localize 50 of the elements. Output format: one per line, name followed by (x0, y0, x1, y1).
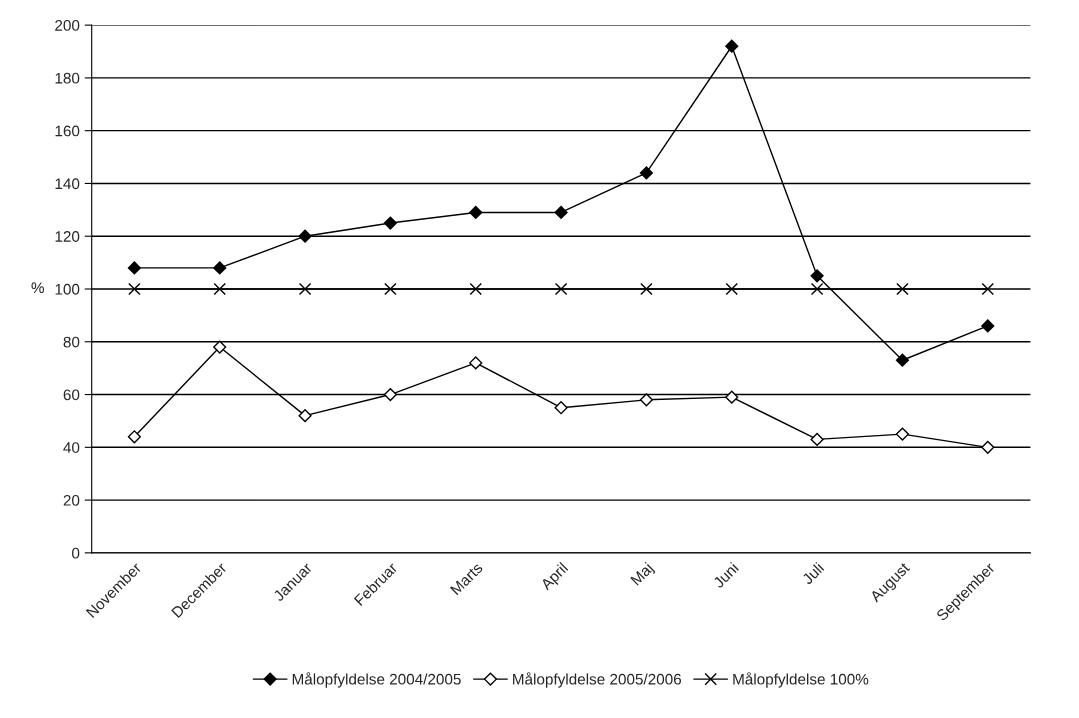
y-tick-label: 60 (63, 389, 80, 401)
y-tick-label: 200 (55, 20, 80, 31)
point (725, 39, 739, 53)
legend-label: Målopfyldelse 100% (733, 672, 869, 688)
point (981, 282, 995, 296)
point (810, 269, 824, 283)
point (298, 229, 312, 243)
point (213, 282, 226, 296)
y-tick-label: 180 (55, 72, 80, 84)
point (298, 409, 312, 423)
y-axis-title: % (31, 282, 44, 294)
point (896, 282, 909, 296)
point (127, 261, 141, 275)
point (725, 282, 739, 296)
point (469, 282, 482, 296)
point (554, 282, 568, 296)
legend-label: Målopfyldelse 2005/2006 (513, 672, 682, 688)
y-tick-label: 0 (72, 547, 80, 559)
point (810, 432, 824, 446)
point (213, 261, 227, 275)
y-tick-label: 20 (63, 494, 80, 506)
y-tick-label: 120 (55, 231, 80, 242)
point (895, 427, 910, 441)
legend-label: Målopfyldelse 2004/2005 (292, 672, 461, 688)
point (554, 205, 568, 220)
x-tick-label: Juli (801, 561, 825, 586)
y-tick-label: 40 (63, 442, 80, 453)
point (725, 390, 739, 404)
point (981, 440, 995, 454)
y-tick-label: 140 (55, 178, 80, 190)
point (469, 356, 483, 370)
point (981, 319, 995, 333)
point (298, 282, 312, 296)
x-tick-label: Maj (629, 561, 656, 588)
point (383, 387, 397, 402)
point (639, 166, 654, 180)
y-tick-label: 80 (63, 336, 80, 348)
point (127, 430, 141, 444)
point (895, 353, 910, 367)
point (384, 282, 397, 296)
y-tick-label: 100 (55, 283, 80, 295)
point (383, 216, 397, 230)
point (469, 205, 483, 220)
y-tick-label: 160 (55, 125, 80, 137)
point (810, 282, 824, 296)
point (213, 340, 227, 354)
point (554, 401, 568, 415)
point (128, 282, 141, 296)
point (639, 393, 654, 407)
point (640, 282, 653, 296)
